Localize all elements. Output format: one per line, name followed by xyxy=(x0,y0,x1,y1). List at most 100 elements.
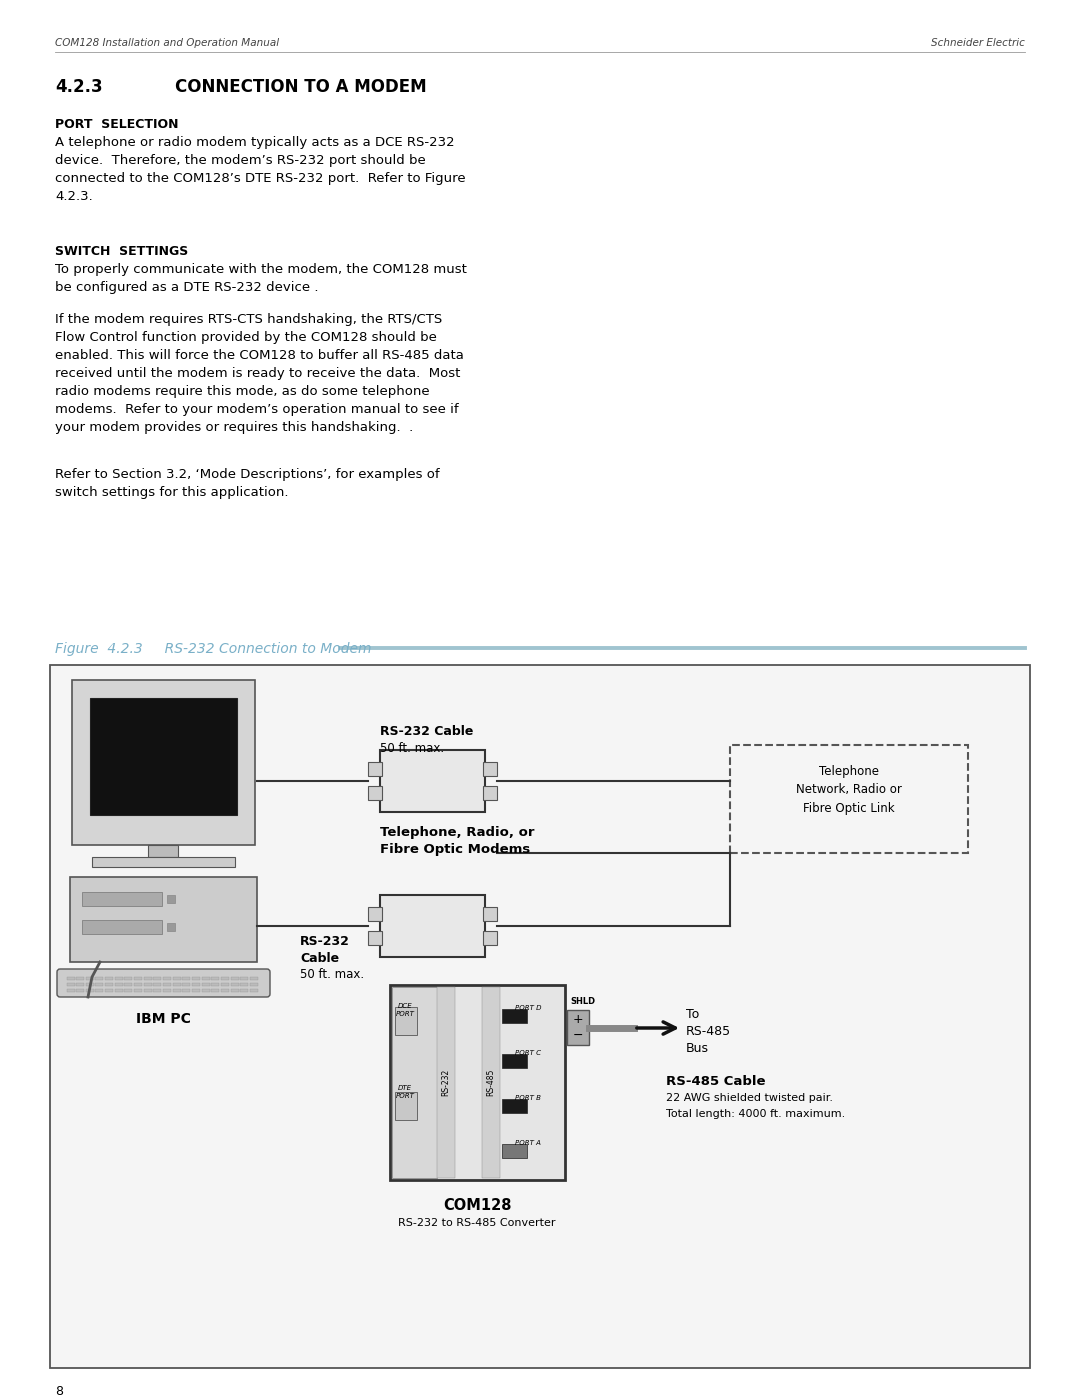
Text: PORT B: PORT B xyxy=(515,1095,541,1101)
Text: Telephone
Network, Radio or
Fibre Optic Link: Telephone Network, Radio or Fibre Optic … xyxy=(796,766,902,814)
Text: COM128: COM128 xyxy=(443,1199,511,1213)
Text: PORT  SELECTION: PORT SELECTION xyxy=(55,117,178,131)
Text: IBM PC: IBM PC xyxy=(136,1011,190,1025)
Bar xyxy=(86,977,94,981)
Bar xyxy=(86,989,94,992)
Bar xyxy=(144,977,152,981)
Text: CONNECTION TO A MODEM: CONNECTION TO A MODEM xyxy=(175,78,427,96)
Bar xyxy=(95,989,103,992)
Bar xyxy=(483,787,497,800)
Bar xyxy=(76,977,84,981)
Bar xyxy=(231,977,239,981)
Text: To
RS-485
Bus: To RS-485 Bus xyxy=(686,1009,731,1055)
Text: RS-232 Cable: RS-232 Cable xyxy=(380,725,473,738)
Bar xyxy=(221,982,229,986)
Bar xyxy=(211,989,219,992)
Bar xyxy=(82,921,162,935)
Bar xyxy=(192,989,200,992)
Bar xyxy=(153,977,161,981)
Bar xyxy=(163,977,171,981)
Bar xyxy=(76,982,84,986)
Bar xyxy=(249,989,258,992)
Text: Telephone, Radio, or
Fibre Optic Modems: Telephone, Radio, or Fibre Optic Modems xyxy=(380,826,535,856)
Text: RS-232 to RS-485 Converter: RS-232 to RS-485 Converter xyxy=(399,1218,556,1228)
Text: 50 ft. max.: 50 ft. max. xyxy=(380,742,444,754)
Bar xyxy=(392,988,437,1178)
Text: −: − xyxy=(573,1030,583,1042)
Bar xyxy=(167,923,175,930)
Bar xyxy=(249,977,258,981)
Bar xyxy=(231,982,239,986)
Text: DCE
PORT: DCE PORT xyxy=(395,1003,415,1017)
Bar xyxy=(395,1007,417,1035)
Bar xyxy=(202,982,210,986)
Bar xyxy=(183,989,190,992)
Bar xyxy=(95,977,103,981)
Text: PORT D: PORT D xyxy=(515,1004,541,1011)
Bar xyxy=(163,982,171,986)
Bar xyxy=(173,989,181,992)
Bar xyxy=(202,977,210,981)
Bar xyxy=(240,977,248,981)
Text: DTE
PORT: DTE PORT xyxy=(395,1085,415,1098)
Bar xyxy=(502,1009,527,1023)
Bar xyxy=(192,982,200,986)
Bar xyxy=(173,977,181,981)
Bar xyxy=(114,982,123,986)
Bar xyxy=(153,989,161,992)
Bar xyxy=(183,982,190,986)
Bar xyxy=(134,989,141,992)
Bar xyxy=(390,985,565,1180)
Text: PORT C: PORT C xyxy=(515,1051,541,1056)
Bar xyxy=(144,982,152,986)
Bar xyxy=(192,977,200,981)
Bar xyxy=(368,930,382,944)
Bar xyxy=(240,989,248,992)
Text: RS-232
Cable: RS-232 Cable xyxy=(300,935,350,965)
Bar xyxy=(105,982,113,986)
Text: A telephone or radio modem typically acts as a DCE RS-232
device.  Therefore, th: A telephone or radio modem typically act… xyxy=(55,136,465,203)
Text: Total length: 4000 ft. maximum.: Total length: 4000 ft. maximum. xyxy=(666,1109,846,1119)
Bar xyxy=(124,982,132,986)
Bar xyxy=(124,989,132,992)
Text: RS-485: RS-485 xyxy=(486,1069,496,1095)
Bar xyxy=(134,982,141,986)
Text: 4.2.3: 4.2.3 xyxy=(55,78,103,96)
Bar xyxy=(437,988,455,1178)
Bar xyxy=(249,982,258,986)
Text: SWITCH  SETTINGS: SWITCH SETTINGS xyxy=(55,244,188,258)
Bar xyxy=(567,1010,589,1045)
Bar xyxy=(221,977,229,981)
Bar xyxy=(72,680,255,845)
Bar xyxy=(86,982,94,986)
Bar xyxy=(144,989,152,992)
Bar xyxy=(134,977,141,981)
Bar xyxy=(90,698,237,814)
Text: SHLD: SHLD xyxy=(570,997,595,1006)
Bar xyxy=(368,907,382,921)
Bar xyxy=(730,745,968,854)
Text: Schneider Electric: Schneider Electric xyxy=(931,38,1025,47)
Bar xyxy=(502,1099,527,1113)
Bar xyxy=(148,845,178,856)
Bar xyxy=(114,989,123,992)
Bar xyxy=(231,989,239,992)
Text: 50 ft. max.: 50 ft. max. xyxy=(300,968,364,981)
Bar xyxy=(167,895,175,902)
Text: COM128 Installation and Operation Manual: COM128 Installation and Operation Manual xyxy=(55,38,279,47)
Text: 22 AWG shielded twisted pair.: 22 AWG shielded twisted pair. xyxy=(666,1092,833,1104)
Text: PORT A: PORT A xyxy=(515,1140,541,1146)
Bar xyxy=(483,907,497,921)
FancyBboxPatch shape xyxy=(57,970,270,997)
Text: If the modem requires RTS-CTS handshaking, the RTS/CTS
Flow Control function pro: If the modem requires RTS-CTS handshakin… xyxy=(55,313,464,434)
Bar xyxy=(211,977,219,981)
Text: RS-485 Cable: RS-485 Cable xyxy=(666,1076,766,1088)
Bar xyxy=(482,988,500,1178)
Text: RS-232: RS-232 xyxy=(442,1069,450,1095)
Bar xyxy=(76,989,84,992)
Text: +: + xyxy=(573,1013,583,1025)
Bar xyxy=(483,930,497,944)
Bar xyxy=(67,989,75,992)
Bar xyxy=(92,856,235,868)
Bar xyxy=(50,665,1030,1368)
